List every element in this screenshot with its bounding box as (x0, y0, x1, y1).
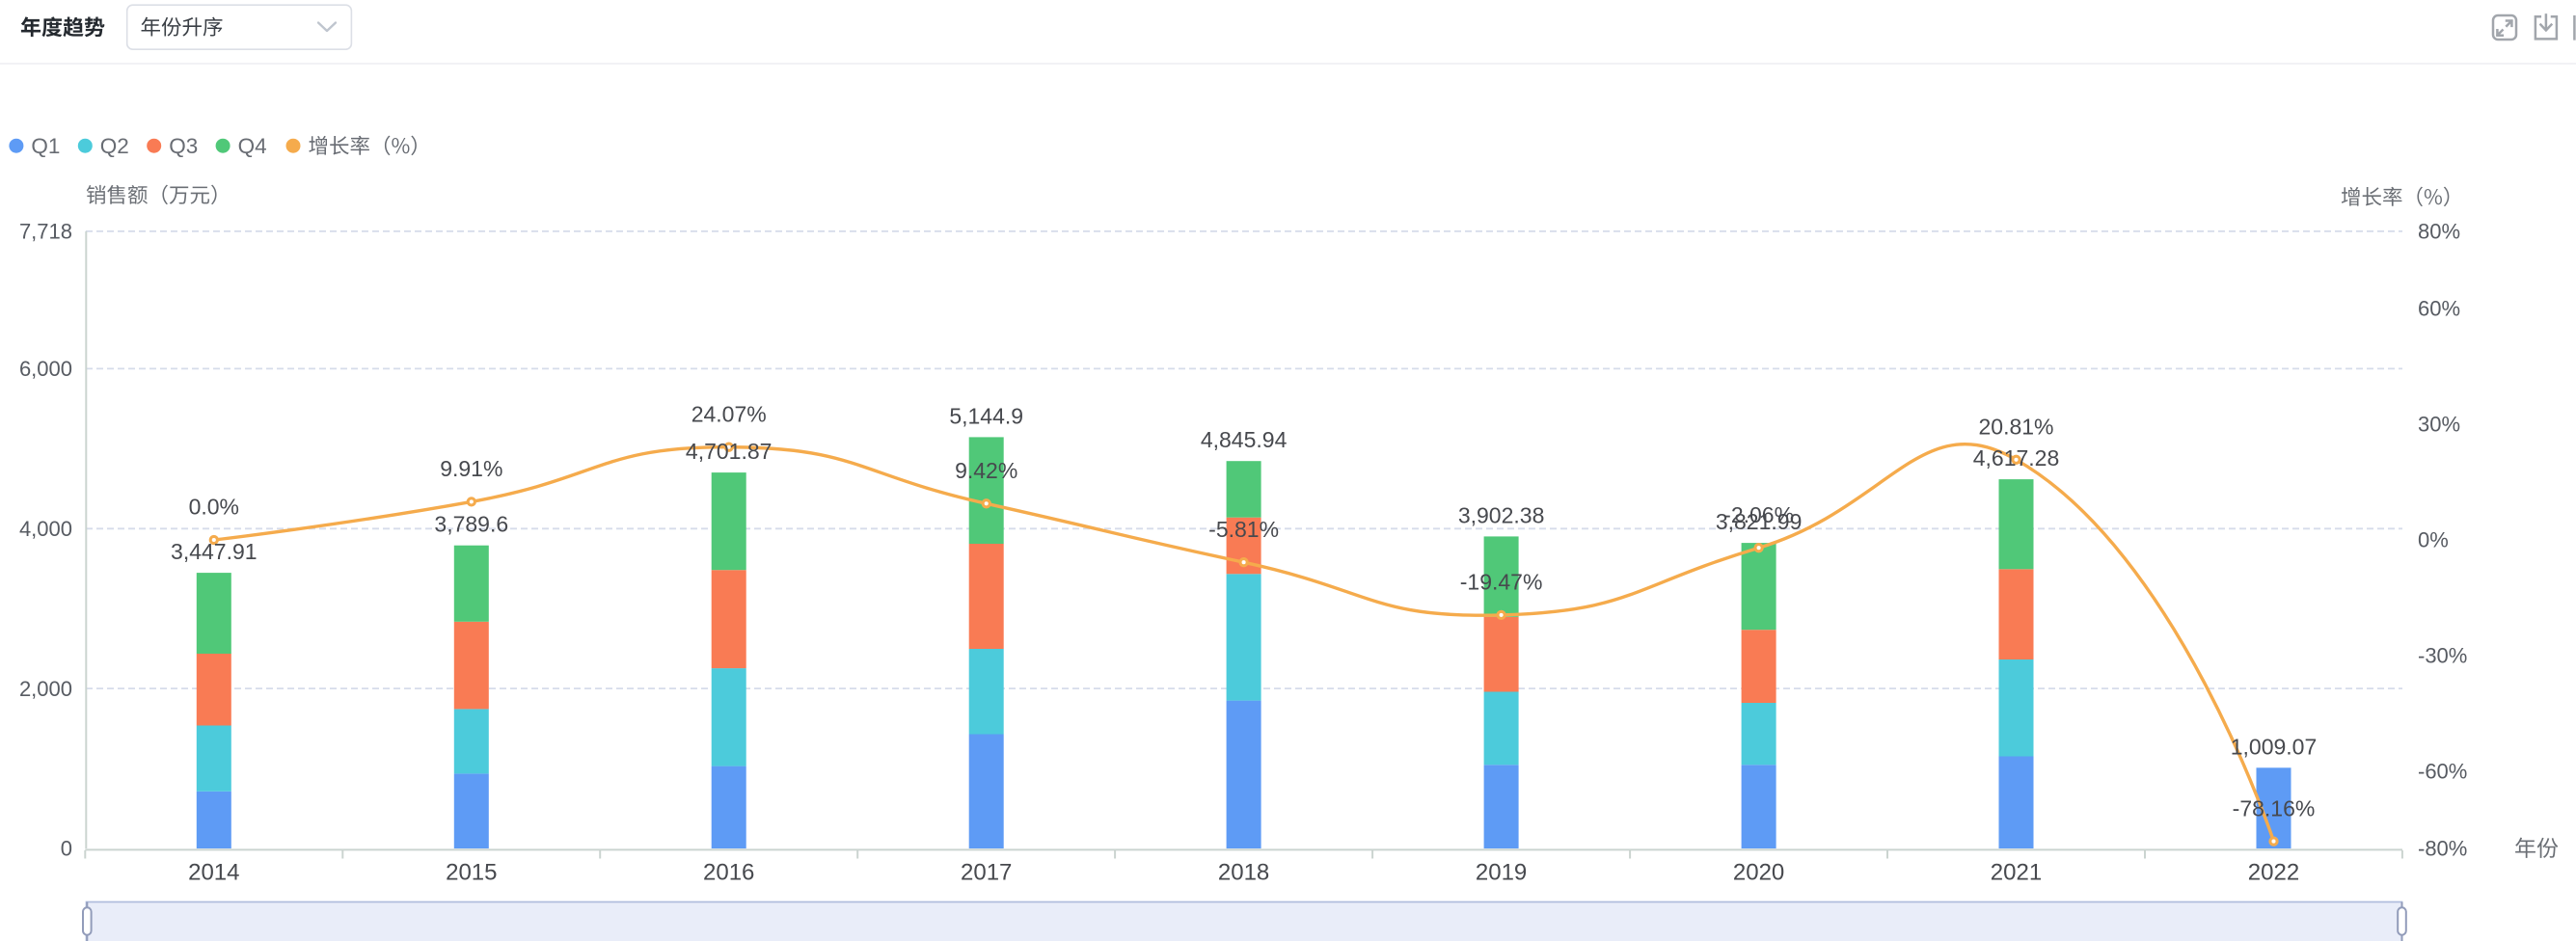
svg-text:60%: 60% (2418, 297, 2460, 321)
svg-text:5,144.9: 5,144.9 (949, 403, 1023, 428)
svg-text:30%: 30% (2418, 413, 2460, 437)
svg-text:20.81%: 20.81% (1978, 415, 2053, 440)
svg-text:9.42%: 9.42% (955, 458, 1017, 483)
svg-text:Q4: Q4 (238, 134, 267, 158)
svg-text:0: 0 (61, 837, 72, 861)
svg-text:4,617.28: 4,617.28 (1973, 445, 2060, 470)
svg-text:6,000: 6,000 (19, 357, 72, 381)
svg-text:2020: 2020 (1733, 860, 1784, 886)
svg-text:-60%: -60% (2418, 760, 2467, 784)
svg-text:Q1: Q1 (31, 134, 60, 158)
svg-text:9.91%: 9.91% (440, 456, 502, 481)
svg-text:2015: 2015 (446, 860, 497, 886)
svg-text:2017: 2017 (961, 860, 1012, 886)
svg-text:0.0%: 0.0% (189, 495, 239, 520)
svg-text:80%: 80% (2418, 220, 2460, 244)
svg-text:7,718: 7,718 (19, 220, 72, 244)
svg-text:4,845.94: 4,845.94 (1201, 427, 1288, 452)
svg-text:Q2: Q2 (100, 134, 129, 158)
svg-text:-5.81%: -5.81% (1208, 517, 1279, 542)
svg-text:2,000: 2,000 (19, 677, 72, 701)
svg-text:4,701.87: 4,701.87 (686, 439, 773, 464)
svg-text:2019: 2019 (1476, 860, 1527, 886)
svg-text:24.07%: 24.07% (691, 401, 767, 426)
svg-text:2021: 2021 (1991, 860, 2042, 886)
svg-text:1,009.07: 1,009.07 (2231, 734, 2318, 759)
svg-text:3,447.91: 3,447.91 (171, 539, 258, 564)
svg-text:3,789.6: 3,789.6 (434, 512, 508, 537)
svg-text:4,000: 4,000 (19, 517, 72, 541)
svg-text:2014: 2014 (188, 860, 239, 886)
svg-text:-2.06%: -2.06% (1723, 502, 1794, 527)
svg-text:0%: 0% (2418, 528, 2449, 552)
svg-text:2022: 2022 (2248, 860, 2299, 886)
svg-text:3,821.99: 3,821.99 (1716, 509, 1803, 534)
svg-text:2016: 2016 (703, 860, 754, 886)
svg-text:-30%: -30% (2418, 644, 2467, 668)
svg-text:2018: 2018 (1218, 860, 1269, 886)
svg-text:-78.16%: -78.16% (2233, 795, 2316, 820)
svg-text:-80%: -80% (2418, 837, 2467, 861)
svg-text:3,902.38: 3,902.38 (1458, 502, 1545, 527)
svg-text:Q3: Q3 (169, 134, 198, 158)
svg-text:-19.47%: -19.47% (1460, 570, 1543, 595)
